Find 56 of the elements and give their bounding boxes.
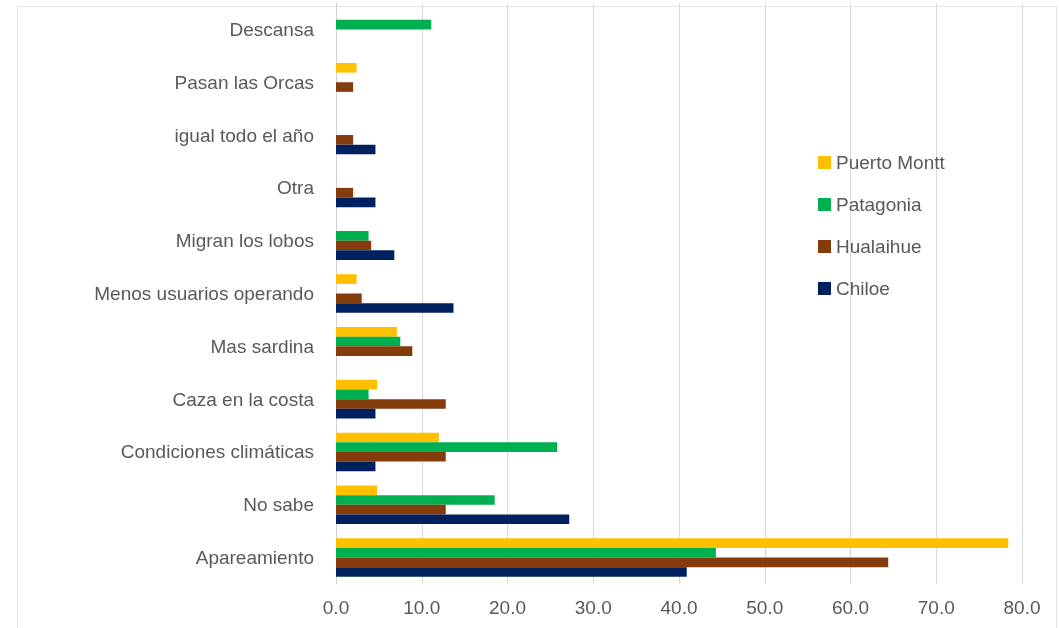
x-tick-label: 80.0 — [1003, 597, 1041, 618]
x-tick-label: 50.0 — [746, 597, 784, 618]
bar — [336, 303, 454, 313]
y-tick-label: Condiciones climáticas — [120, 441, 314, 463]
legend-label: Hualaihue — [836, 236, 922, 257]
y-tick-label: igual todo el año — [174, 124, 314, 146]
legend-label: Chiloe — [836, 278, 890, 299]
bar — [336, 567, 687, 577]
legend-label: Patagonia — [836, 194, 923, 215]
bar — [336, 250, 395, 260]
y-tick-label: Pasan las Orcas — [174, 71, 314, 93]
bar — [336, 82, 354, 92]
bar — [336, 514, 570, 525]
y-tick-label: Otra — [277, 177, 315, 199]
bar — [336, 461, 376, 472]
bar — [336, 547, 716, 558]
bar — [336, 336, 401, 347]
y-tick-label: Mas sardina — [210, 335, 315, 357]
y-tick-label: Caza en la costa — [172, 388, 315, 410]
bar — [336, 408, 376, 419]
bar — [336, 240, 372, 251]
bar — [336, 62, 357, 73]
y-tick-label: Descansa — [229, 18, 315, 40]
y-tick-label: Menos usuarios operando — [94, 283, 314, 304]
x-tick-label: 70.0 — [917, 597, 955, 618]
bar — [336, 231, 369, 241]
bar — [336, 451, 446, 462]
bar — [336, 399, 446, 409]
bar — [336, 538, 1009, 548]
x-tick-label: 60.0 — [832, 597, 869, 618]
y-tick-label: Apareamiento — [195, 547, 314, 569]
bar — [336, 379, 378, 390]
bar — [336, 274, 357, 284]
bar — [336, 144, 376, 155]
bar — [336, 495, 495, 505]
bar — [336, 135, 354, 145]
bar — [336, 557, 889, 568]
x-tick-label: 0.0 — [322, 597, 350, 618]
x-tick-label: 10.0 — [403, 597, 441, 618]
bar — [336, 197, 376, 208]
y-tick-label: Migran los lobos — [175, 230, 314, 252]
bar — [336, 442, 558, 452]
y-tick-label: No sabe — [243, 494, 314, 516]
x-tick-label: 30.0 — [574, 597, 612, 618]
bar — [336, 346, 413, 356]
x-tick-label: 40.0 — [660, 597, 698, 618]
bar — [336, 389, 369, 400]
bar — [336, 485, 378, 496]
bar — [336, 19, 432, 30]
bar — [336, 327, 397, 337]
bar — [336, 293, 362, 304]
legend-label: Puerto Montt — [836, 152, 946, 173]
bar — [336, 504, 446, 515]
bar — [336, 187, 354, 198]
x-tick-label: 20.0 — [489, 597, 526, 618]
bar — [336, 432, 439, 443]
